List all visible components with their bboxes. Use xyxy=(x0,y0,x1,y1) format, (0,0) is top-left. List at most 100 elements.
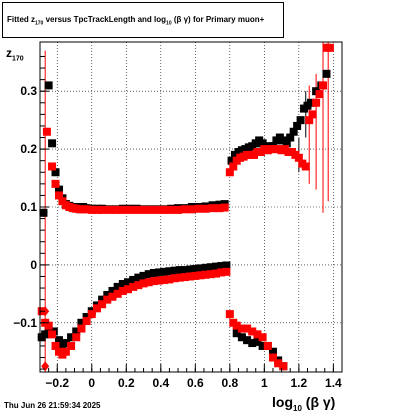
data-point xyxy=(227,156,236,165)
data-point xyxy=(222,261,231,270)
data-point xyxy=(125,205,134,214)
data-point xyxy=(201,204,210,213)
data-point xyxy=(322,69,331,78)
data-point xyxy=(165,275,174,284)
x-tick-label: 0.4 xyxy=(152,376,169,390)
data-point xyxy=(44,81,53,90)
data-point xyxy=(98,300,107,309)
axis-ticks: −0.2 0 0.2 0.4 0.6 0.8 1 1.2 1.4 −0.1 0 0.1 0.2 0.3 xyxy=(13,55,342,390)
data-point xyxy=(175,266,184,275)
y-tick-label: 0.1 xyxy=(20,200,37,214)
data-point xyxy=(98,205,107,214)
data-point xyxy=(206,270,215,279)
data-point xyxy=(139,205,148,214)
data-point xyxy=(289,127,298,136)
data-point xyxy=(274,359,283,368)
data-point xyxy=(237,333,246,342)
data-point xyxy=(165,267,174,276)
data-point xyxy=(170,274,179,283)
data-point xyxy=(87,205,96,214)
data-point xyxy=(296,116,305,125)
y-tick-label: −0.1 xyxy=(13,316,37,330)
data-point xyxy=(286,133,295,142)
data-point xyxy=(167,205,176,214)
data-point xyxy=(180,273,189,282)
data-point xyxy=(196,264,205,273)
data-point xyxy=(208,204,217,213)
data-point xyxy=(294,153,303,162)
data-point xyxy=(44,321,53,330)
data-point xyxy=(174,205,183,214)
data-point xyxy=(268,347,277,356)
data-point xyxy=(237,324,246,333)
data-point xyxy=(243,324,252,333)
data-point xyxy=(51,168,60,177)
data-point xyxy=(54,191,63,200)
data-point xyxy=(312,98,321,107)
data-point xyxy=(308,110,317,119)
data-point xyxy=(248,339,257,348)
data-point xyxy=(258,333,267,342)
data-point xyxy=(191,271,200,280)
x-tick-label: 1 xyxy=(261,376,268,390)
data-point xyxy=(268,353,277,362)
data-point xyxy=(67,341,76,350)
y-tick-label: 0 xyxy=(30,258,37,272)
data-point xyxy=(155,276,164,285)
timestamp: Thu Jun 26 21:59:34 2025 xyxy=(4,401,101,410)
data-point xyxy=(108,286,117,295)
data-point xyxy=(118,280,127,288)
data-point xyxy=(149,269,158,277)
data-point xyxy=(82,205,91,214)
data-point xyxy=(98,295,107,304)
data-point xyxy=(42,127,51,136)
x-tick-label: −0.2 xyxy=(45,376,69,390)
data-point xyxy=(301,162,310,171)
data-point xyxy=(194,204,203,213)
data-point xyxy=(232,329,241,338)
data-point xyxy=(232,321,241,330)
data-point xyxy=(187,205,196,214)
data-point xyxy=(186,265,195,274)
data-point xyxy=(124,285,133,294)
data-point xyxy=(201,270,210,279)
data-point xyxy=(77,318,86,327)
data-point xyxy=(180,266,189,275)
data-point xyxy=(186,272,195,281)
data-point xyxy=(111,205,120,214)
data-point xyxy=(263,341,272,350)
chart-title: Fitted z170 versus TpcTrackLength and lo… xyxy=(7,15,265,27)
data-point xyxy=(134,273,143,282)
data-point xyxy=(191,264,200,273)
data-point xyxy=(82,313,91,321)
data-point xyxy=(225,168,234,177)
data-point xyxy=(48,330,57,339)
x-axis-label: log10 (β γ) xyxy=(272,394,336,413)
data-point xyxy=(217,268,226,277)
data-point xyxy=(51,179,60,188)
data-point xyxy=(180,205,189,214)
data-point xyxy=(217,262,226,271)
data-point xyxy=(160,267,169,276)
data-point xyxy=(54,185,63,194)
data-point xyxy=(139,271,148,280)
data-point xyxy=(54,336,63,345)
data-point xyxy=(87,310,96,319)
data-markers xyxy=(37,43,334,372)
data-point xyxy=(146,205,155,214)
x-tick-label: 1.4 xyxy=(325,376,342,390)
data-point xyxy=(124,278,133,287)
data-point xyxy=(92,304,101,313)
data-point xyxy=(248,327,257,336)
data-point xyxy=(315,90,324,99)
y-tick-label: 0.2 xyxy=(20,142,37,156)
data-point xyxy=(82,317,91,326)
data-point xyxy=(61,347,70,356)
data-point xyxy=(92,205,101,214)
data-point xyxy=(77,324,86,333)
data-point xyxy=(305,116,314,125)
data-point xyxy=(225,310,234,319)
data-point xyxy=(118,286,127,295)
data-point xyxy=(103,295,112,304)
